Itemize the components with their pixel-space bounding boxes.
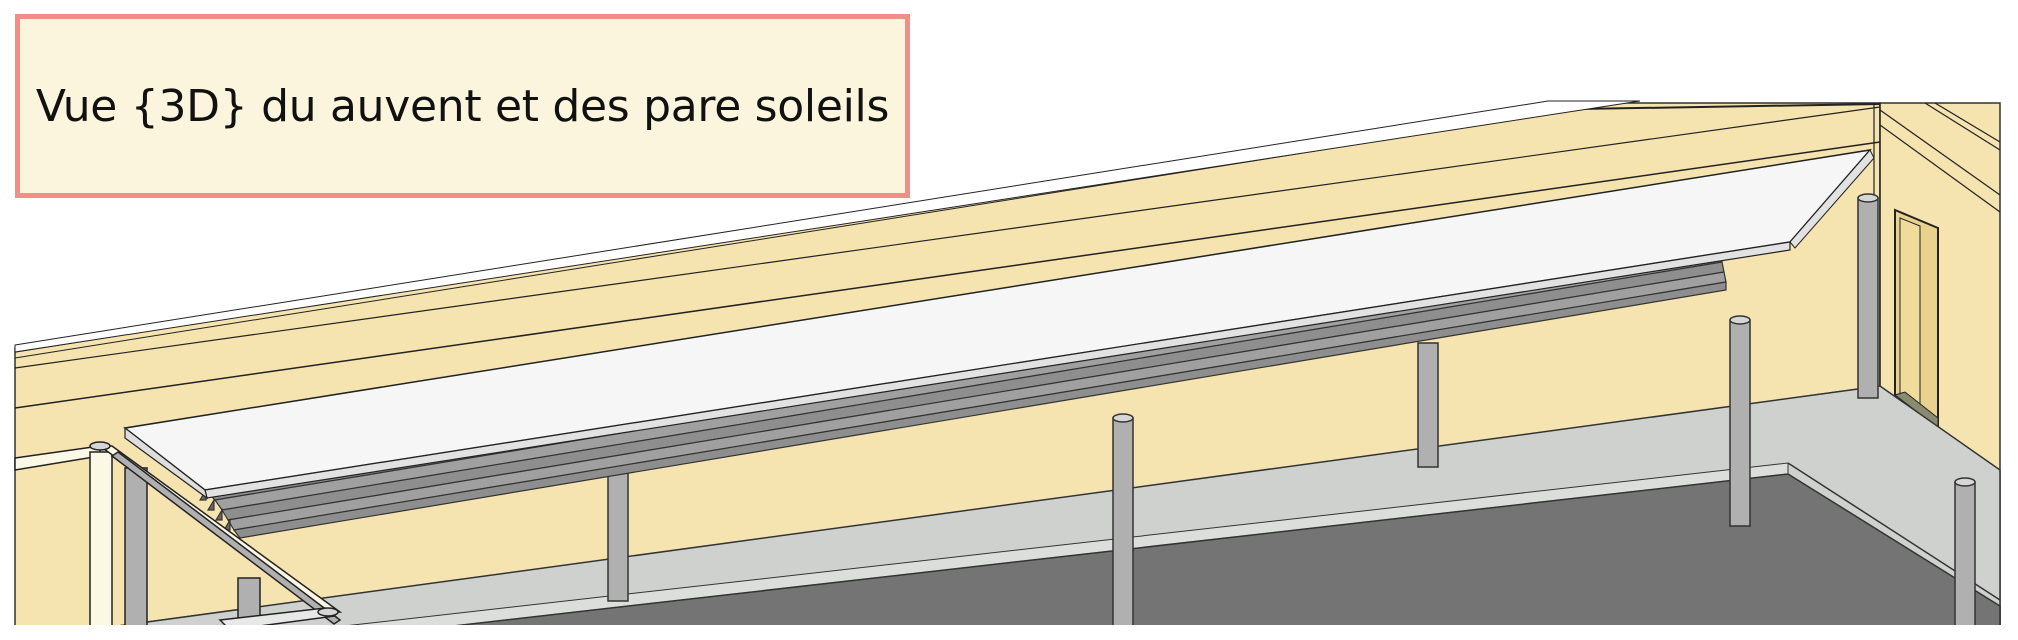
view-right-mask [2005,0,2018,640]
left-frame [14,441,343,640]
column-5 [1857,197,1879,399]
columns [607,193,1976,640]
roof-parapet-cap [14,100,1641,353]
column-2 [1417,342,1439,468]
view-title: Vue {3D} du auvent et des pare soleils [35,80,890,132]
column-1 [607,472,629,602]
view-bottom-mask [0,625,2018,640]
title-box: Vue {3D} du auvent et des pare soleils [15,14,910,198]
canopy-left-face [124,426,208,500]
column-3 [1112,417,1134,640]
column-4 [1729,319,1751,527]
side-door-panel [1899,217,1921,409]
canopy-right-edge [1789,149,1875,249]
column-6 [1954,481,1976,640]
lower-floor [329,473,2001,640]
